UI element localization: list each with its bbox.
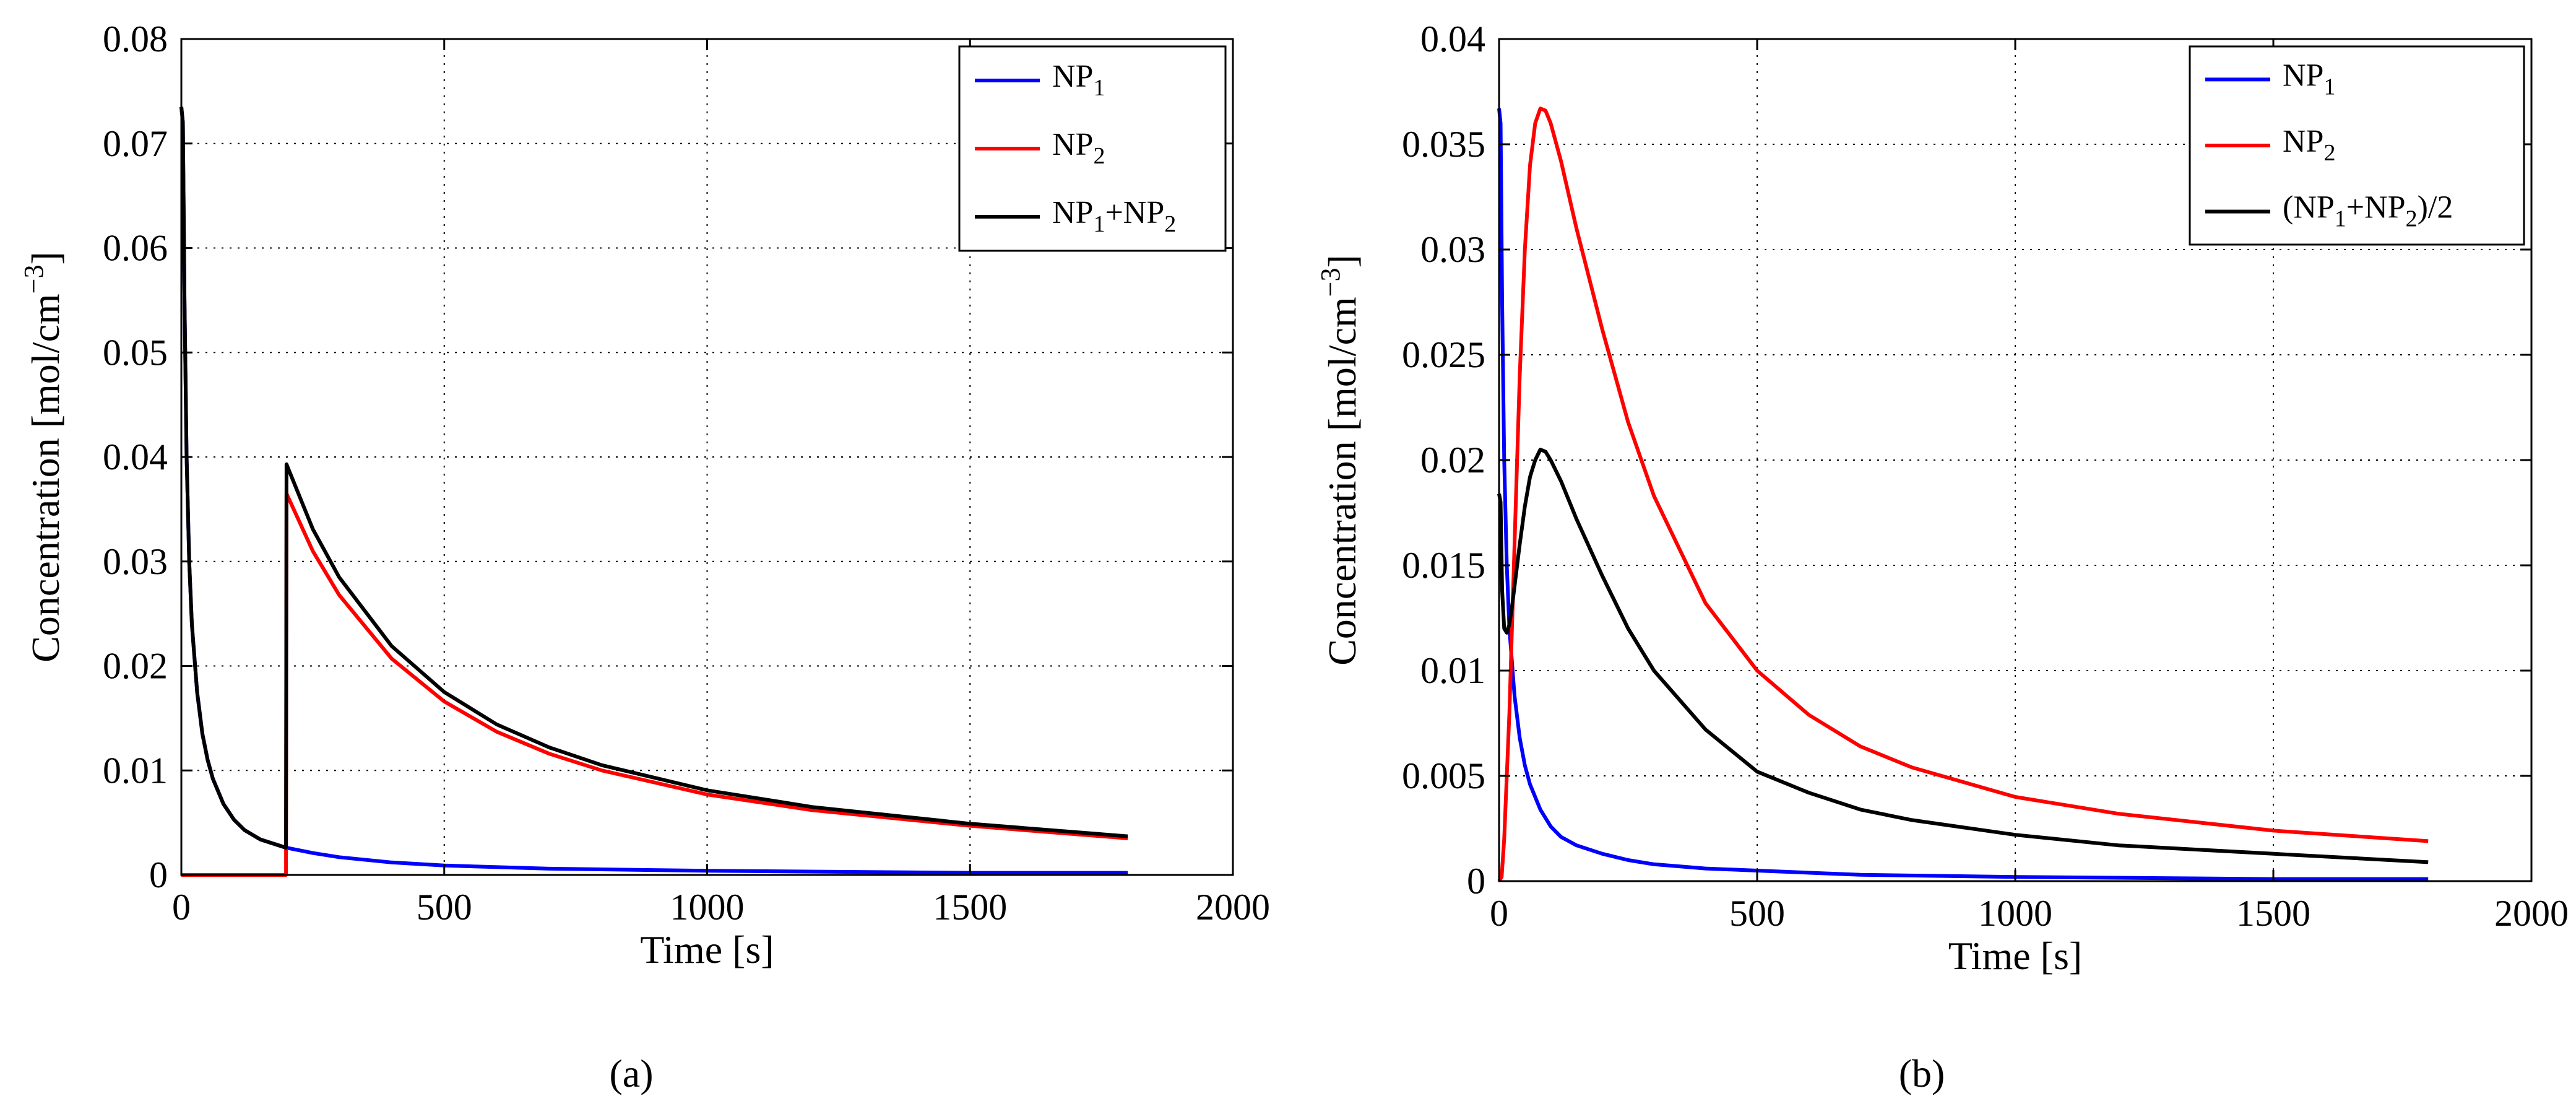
series-line-np2 [181, 492, 1128, 877]
y-tick-label: 0.005 [1402, 755, 1485, 796]
y-tick-label: 0.025 [1402, 334, 1485, 375]
legend-label-subscript: 2 [1164, 211, 1176, 237]
legend-label: NP1+NP2 [1052, 195, 1176, 237]
y-axis-label: Concentration [mol/cm−3] [19, 251, 67, 663]
x-tick-label: 1000 [1978, 893, 2052, 934]
y-axis-label-end: ] [1320, 254, 1364, 267]
x-tick-label: 1500 [2236, 893, 2310, 934]
legend-label-text: NP [1052, 195, 1093, 230]
legend-label-subscript: 1 [2335, 206, 2346, 232]
legend-label: NP2 [2283, 124, 2335, 166]
legend-label: NP1 [1052, 59, 1105, 101]
x-tick-label: 500 [1729, 893, 1785, 934]
y-tick-label: 0.015 [1402, 545, 1485, 586]
y-tick-label: 0.08 [103, 19, 168, 59]
legend-label-subscript: 1 [1093, 211, 1105, 237]
x-tick-label: 2000 [1196, 887, 1270, 928]
x-tick-label: 2000 [2494, 893, 2569, 934]
y-axis-label: Concentration [mol/cm−3] [1315, 254, 1364, 666]
legend-label: NP2 [1052, 127, 1105, 169]
y-tick-label: 0.035 [1402, 124, 1485, 165]
legend-label-subscript: 2 [1093, 143, 1105, 169]
legend-label-subscript: 1 [1093, 75, 1105, 101]
y-tick-label: 0.02 [1420, 440, 1485, 481]
x-tick-label: 1500 [933, 887, 1007, 928]
legend-label-text: NP [2283, 58, 2323, 93]
legend-label-subscript: 2 [2323, 140, 2335, 166]
legend-label-text: +NP [2346, 190, 2406, 225]
legend-label-subscript: 1 [2323, 74, 2335, 100]
x-tick-label: 500 [417, 887, 472, 928]
y-axis-label-text: Concentration [mol/cm [24, 294, 67, 662]
y-tick-label: 0 [149, 855, 168, 895]
y-tick-label: 0.06 [103, 228, 168, 269]
y-axis-label-superscript: −3 [19, 265, 49, 294]
legend-label-text: +NP [1105, 195, 1164, 230]
panel-caption: (a) [609, 1051, 653, 1095]
x-tick-label: 0 [1490, 893, 1508, 934]
x-tick-label: 0 [172, 887, 191, 928]
y-axis-label-text: Concentration [mol/cm [1320, 297, 1364, 665]
chart-a: 0 500 1000 1500 2000 0 0.01 0.02 0.03 0.04 0.05 0.0… [19, 19, 1270, 1095]
y-tick-label: 0.03 [1420, 229, 1485, 270]
y-tick-label: 0.01 [103, 750, 168, 791]
legend-label-text: (NP [2283, 190, 2335, 225]
y-tick-label: 0.04 [103, 437, 168, 477]
series-line-np1-np2 [179, 107, 1128, 850]
chart-b: 0 500 1000 1500 2000 0 0.005 0.01 0.015 0.02 0.025… [1315, 19, 2569, 1095]
legend-label-text: )/2 [2418, 190, 2453, 225]
x-axis-label: Time [s] [1948, 934, 2082, 978]
legend-label-subscript: 2 [2406, 206, 2418, 232]
series-line-np2 [1497, 107, 2429, 882]
y-tick-label: 0.02 [103, 646, 168, 687]
y-axis-label-end: ] [24, 251, 67, 264]
x-axis-label: Time [s] [640, 928, 774, 972]
y-tick-label: 0.01 [1420, 650, 1485, 691]
legend-label-text: NP [2283, 124, 2323, 159]
legend-label-text: NP [1052, 59, 1093, 94]
x-tick-label: 1000 [670, 887, 745, 928]
y-tick-label: 0.03 [103, 541, 168, 582]
legend-label: NP1 [2283, 58, 2335, 100]
y-axis-label-superscript: −3 [1315, 268, 1346, 297]
y-tick-label: 0.05 [103, 332, 168, 373]
series-line--np1-np2-2 [1497, 448, 2429, 864]
panel-caption: (b) [1899, 1051, 1945, 1095]
y-tick-label: 0.07 [103, 123, 168, 164]
series-line-np1 [1497, 108, 2429, 881]
legend-label: (NP1+NP2)/2 [2283, 190, 2453, 232]
y-tick-label: 0 [1467, 861, 1485, 902]
y-tick-label: 0.04 [1420, 19, 1485, 59]
legend-label-text: NP [1052, 127, 1093, 162]
